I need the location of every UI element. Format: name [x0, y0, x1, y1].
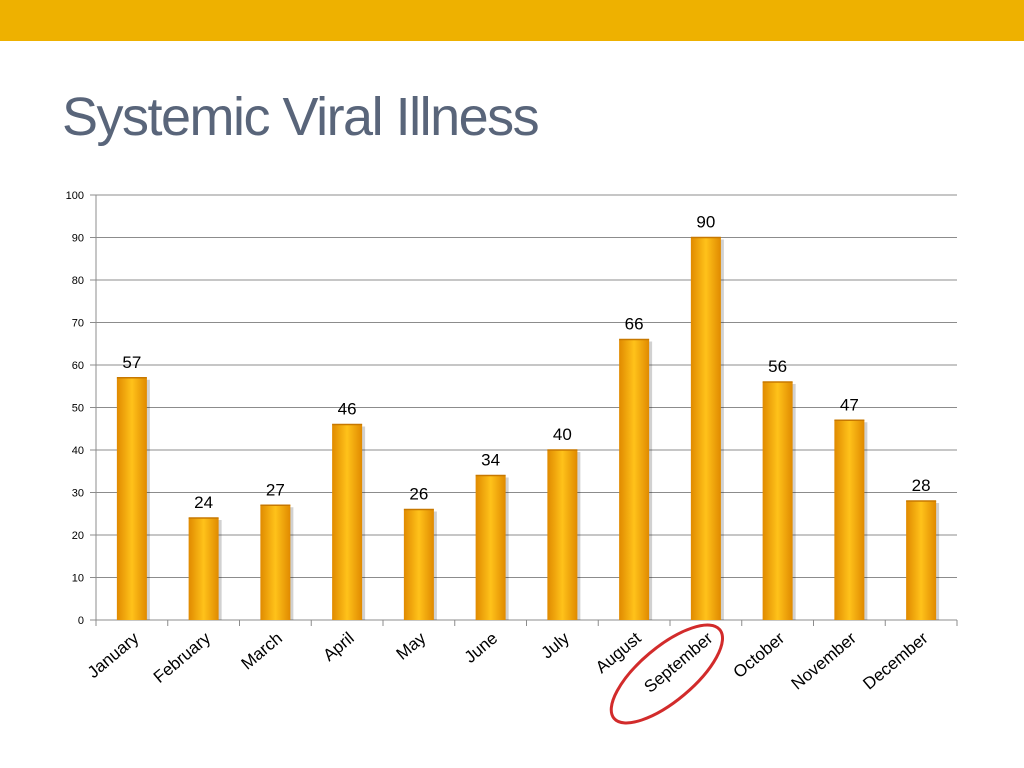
bar: [116, 377, 147, 620]
x-tick-label: September: [641, 628, 717, 696]
x-tick-label: August: [592, 628, 645, 677]
data-label: 34: [481, 451, 500, 470]
y-tick-label: 60: [72, 360, 84, 372]
data-label: 40: [553, 425, 572, 444]
bar: [188, 518, 219, 620]
data-label: 46: [338, 400, 357, 419]
x-tick-label: May: [393, 628, 430, 664]
x-tick-label: July: [538, 628, 574, 662]
bar: [906, 501, 937, 620]
x-tick-label: June: [461, 629, 501, 667]
data-label: 56: [768, 357, 787, 376]
slide-title: Systemic Viral Illness: [62, 87, 540, 147]
data-label: 26: [409, 485, 428, 504]
data-label: 28: [912, 476, 931, 495]
data-label: 66: [625, 315, 644, 334]
x-tick-label: January: [84, 628, 143, 682]
top-accent-bar: [0, 0, 1024, 41]
y-tick-label: 0: [78, 615, 84, 627]
data-label: 27: [266, 480, 285, 499]
data-label: 57: [122, 353, 141, 372]
bar: [403, 509, 434, 620]
y-tick-label: 30: [72, 488, 84, 500]
y-tick-label: 90: [72, 233, 84, 245]
bar: [762, 382, 793, 620]
y-tick-label: 100: [66, 190, 84, 202]
data-label: 90: [696, 213, 715, 232]
y-tick-label: 40: [72, 445, 84, 457]
data-label: 47: [840, 395, 859, 414]
y-tick-label: 20: [72, 530, 84, 542]
bar: [834, 420, 865, 620]
bar: [475, 475, 506, 620]
y-tick-label: 10: [72, 573, 84, 585]
x-tick-label: October: [730, 628, 789, 682]
x-tick-label: November: [788, 628, 861, 693]
bar: [260, 505, 291, 620]
bar: [619, 339, 650, 620]
bar: [547, 450, 578, 620]
bar: [690, 237, 721, 620]
y-tick-label: 80: [72, 275, 84, 287]
data-label: 24: [194, 493, 213, 512]
y-tick-label: 70: [72, 318, 84, 330]
x-tick-label: April: [319, 629, 357, 665]
y-tick-label: 50: [72, 403, 84, 415]
x-tick-label: February: [150, 628, 215, 687]
highlight-ellipse: [609, 623, 725, 725]
x-tick-label: December: [859, 628, 932, 693]
x-tick-label: March: [238, 629, 286, 674]
bar: [332, 424, 363, 620]
